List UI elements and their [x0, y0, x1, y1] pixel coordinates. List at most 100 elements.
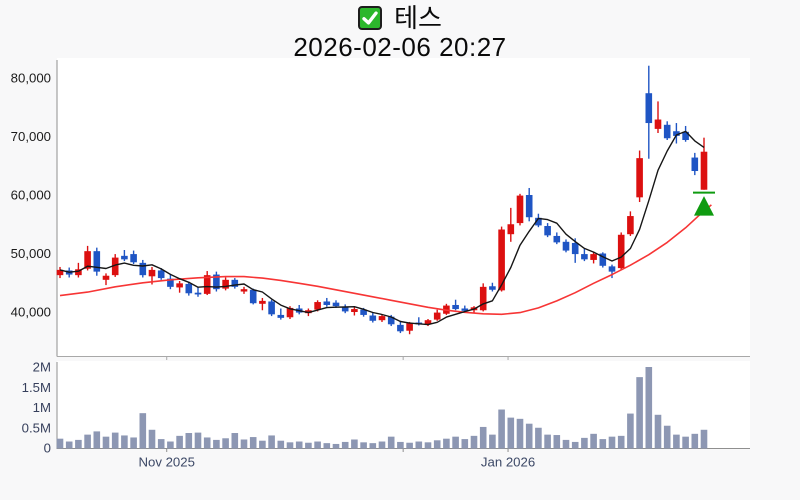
candle-body — [56, 269, 64, 276]
volume-bar — [93, 431, 101, 449]
candle-body — [332, 302, 340, 307]
candle-body — [608, 266, 616, 272]
volume-bar — [231, 433, 239, 449]
month-label: Nov 2025 — [138, 455, 194, 470]
volume-bar — [645, 367, 653, 449]
candle-body — [84, 251, 91, 269]
price-axis-labels: 80,000 70,000 60,000 50,000 40,000 — [11, 71, 51, 320]
volume-bar — [130, 437, 137, 449]
volume-tick-label: 1.5M — [22, 380, 51, 395]
candle-body — [397, 324, 404, 332]
volume-bar — [56, 438, 64, 449]
candle-body — [194, 292, 202, 295]
volume-bar — [525, 423, 533, 449]
candle-body — [222, 279, 229, 289]
volume-bar — [553, 435, 561, 449]
candle-body — [461, 308, 469, 311]
volume-bar — [627, 413, 634, 449]
candle-body — [452, 304, 459, 310]
candle-body — [424, 320, 432, 325]
checkmark-icon — [362, 11, 378, 25]
volume-tick-label: 1M — [33, 400, 51, 415]
volume-bar — [452, 436, 459, 449]
candle-body — [213, 274, 220, 290]
candle-body — [581, 254, 588, 260]
volume-bar — [203, 437, 211, 449]
candle-body — [387, 316, 395, 325]
price-tick-label: 40,000 — [11, 305, 51, 320]
volume-bar — [259, 440, 266, 449]
candle-body — [167, 278, 174, 287]
volume-bar — [397, 441, 404, 449]
candle-body — [231, 279, 239, 287]
volume-bar — [507, 417, 515, 449]
candle-body — [516, 195, 524, 224]
price-tick-label: 80,000 — [11, 71, 51, 86]
volume-bar — [535, 427, 542, 449]
volume-bar — [608, 436, 616, 449]
volume-bars — [56, 367, 708, 449]
volume-bar — [194, 432, 202, 449]
candle-body — [553, 235, 561, 243]
volume-bar — [544, 434, 551, 449]
candle-body — [636, 158, 643, 198]
candle-body — [627, 216, 634, 235]
candle-body — [75, 269, 82, 276]
candle-body — [121, 255, 128, 260]
volume-bar — [332, 443, 340, 449]
volume-bar — [387, 436, 395, 449]
volume-bar — [111, 432, 119, 449]
volume-bar — [277, 440, 285, 449]
volume-bar — [433, 440, 441, 449]
candle-body — [369, 315, 377, 321]
volume-bar — [249, 437, 257, 449]
volume-bar — [323, 443, 331, 449]
volume-bar — [443, 438, 450, 449]
volume-bar — [305, 442, 312, 449]
candle-body — [305, 310, 312, 314]
candle-body — [433, 312, 441, 320]
volume-bar — [673, 434, 680, 449]
candle-body — [176, 283, 183, 288]
candle-body — [277, 314, 285, 318]
volume-bar — [590, 433, 597, 449]
volume-bar — [222, 438, 229, 449]
volume-bar — [378, 441, 386, 449]
volume-bar — [498, 409, 505, 449]
volume-bar — [562, 439, 570, 449]
candle-body — [240, 289, 248, 292]
volume-bar — [571, 441, 579, 449]
candle-body — [489, 286, 496, 290]
volume-bar — [185, 433, 193, 449]
date-axis-labels: Nov 2025 Jan 2026 — [138, 455, 535, 470]
ma-long-line — [59, 204, 712, 316]
candle-body — [654, 119, 662, 129]
candle-body — [562, 241, 570, 251]
price-tick-label: 50,000 — [11, 246, 51, 261]
price-tick-label: 70,000 — [11, 129, 51, 144]
volume-bar — [369, 443, 377, 449]
candle-body — [544, 226, 551, 236]
candle-body — [673, 131, 680, 136]
candle-body — [663, 124, 671, 139]
checked-checkbox-icon[interactable] — [358, 6, 383, 30]
volume-bar — [351, 439, 358, 449]
candle-body — [535, 217, 542, 226]
candle-body — [203, 275, 211, 294]
volume-bar — [406, 442, 413, 449]
volume-bar — [470, 435, 478, 449]
volume-bar — [167, 441, 174, 449]
volume-bar — [286, 442, 294, 449]
candle-body — [479, 286, 487, 311]
candle-body — [378, 316, 386, 321]
ma-short-line — [59, 130, 705, 326]
candle-body — [139, 262, 147, 276]
candle-body — [148, 269, 156, 277]
volume-bar — [240, 439, 248, 449]
up-triangle-icon — [694, 196, 714, 216]
candle-body — [259, 300, 266, 304]
candle-body — [700, 151, 708, 190]
volume-bar — [691, 433, 699, 449]
volume-bar — [424, 442, 432, 449]
